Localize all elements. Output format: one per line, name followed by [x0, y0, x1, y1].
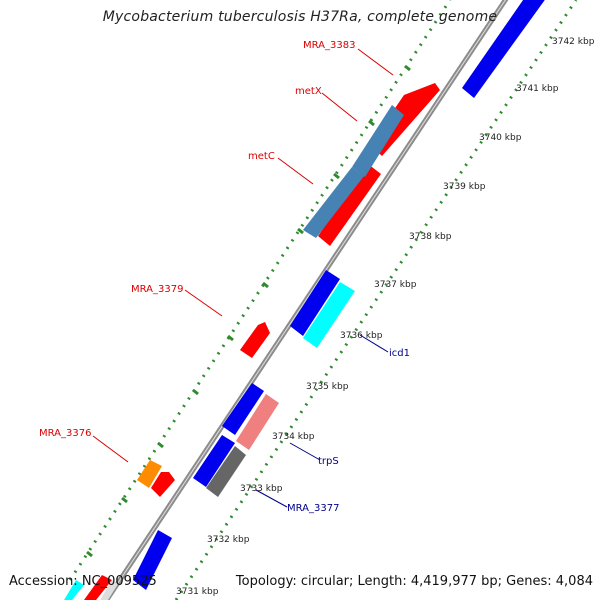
outer-tick — [262, 281, 269, 289]
gene-metx-steelblue — [303, 167, 364, 238]
topology-text: Topology: circular; Length: 4,419,977 bp… — [235, 574, 593, 589]
tick-label: 3735 kbp — [306, 382, 349, 392]
callout-mra3383 — [357, 48, 394, 76]
gene-label-mra3379: MRA_3379 — [131, 284, 183, 295]
tick-label: 3740 kbp — [479, 133, 522, 143]
outer-tick — [404, 64, 411, 72]
callout-icd1 — [359, 334, 389, 353]
callout-mra3379 — [184, 289, 223, 317]
tick-label: 3734 kbp — [272, 432, 315, 442]
gene-labels: MRA_3383 metX metC MRA_3379 MRA_3376 icd… — [39, 40, 410, 514]
gene-blue-3732 — [133, 530, 172, 590]
gene-label-mra3383: MRA_3383 — [303, 40, 355, 51]
gene-icd1-cyan — [303, 282, 355, 348]
tick-label: 3742 kbp — [552, 37, 595, 47]
callout-lines — [92, 48, 394, 508]
gene-label-mra3377: MRA_3377 — [287, 503, 339, 514]
tick-label: 3739 kbp — [443, 182, 486, 192]
tick-label: 3736 kbp — [340, 331, 383, 341]
tick-label: 3731 kbp — [176, 587, 219, 597]
outer-tick-marks — [86, 64, 411, 558]
gene-blue-3733 — [193, 435, 235, 487]
gene-mra3383-steelblue — [352, 105, 404, 177]
tick-label: 3732 kbp — [207, 535, 250, 545]
gene-label-trps: trpS — [318, 456, 339, 467]
outer-tick — [227, 334, 234, 342]
tick-track-inner — [174, 0, 578, 600]
tick-labels: 3731 kbp 3732 kbp 3733 kbp 3734 kbp 3735… — [176, 37, 595, 597]
callout-trps — [289, 442, 321, 461]
gene-blue-3734a — [222, 383, 264, 435]
gene-blue-3737 — [290, 270, 340, 336]
gene-mra3377-gray — [206, 446, 246, 497]
gene-mra3379-red — [240, 322, 270, 358]
genome-backbone-highlight — [106, 0, 506, 600]
gene-label-mra3376: MRA_3376 — [39, 428, 91, 439]
tick-track-outer — [68, 0, 452, 581]
callout-mra3376 — [92, 435, 129, 463]
genes-reverse — [64, 105, 404, 600]
tick-label: 3733 kbp — [240, 484, 283, 494]
outer-tick — [121, 496, 128, 504]
outer-tick — [86, 550, 93, 558]
callout-metx — [321, 92, 358, 122]
callout-metc — [277, 157, 314, 185]
gene-metc-red — [318, 164, 381, 246]
accession-text: Accession: NC_009525 — [9, 574, 157, 589]
callout-mra3377 — [255, 489, 288, 508]
gene-trps-pink — [236, 394, 279, 450]
gene-label-metc: metC — [248, 151, 275, 162]
gene-cyan-bottom — [64, 580, 84, 600]
tick-label: 3741 kbp — [516, 84, 559, 94]
gene-label-icd1: icd1 — [389, 348, 410, 359]
outer-tick — [157, 441, 164, 449]
map-title: Mycobacterium tuberculosis H37Ra, comple… — [102, 9, 498, 25]
gene-red-bottom — [84, 575, 112, 600]
outer-tick — [192, 388, 199, 396]
outer-tick — [297, 227, 304, 235]
gene-mra3376-orange — [137, 460, 162, 488]
outer-tick — [368, 119, 375, 127]
gene-red-small — [151, 472, 175, 497]
outer-tick — [333, 172, 340, 180]
tick-label: 3738 kbp — [409, 232, 452, 242]
tick-label: 3737 kbp — [374, 280, 417, 290]
gene-blue-top — [462, 0, 545, 98]
genes-forward — [84, 0, 545, 600]
gene-white-bottom — [100, 580, 118, 600]
gene-label-metx: metX — [295, 86, 322, 97]
